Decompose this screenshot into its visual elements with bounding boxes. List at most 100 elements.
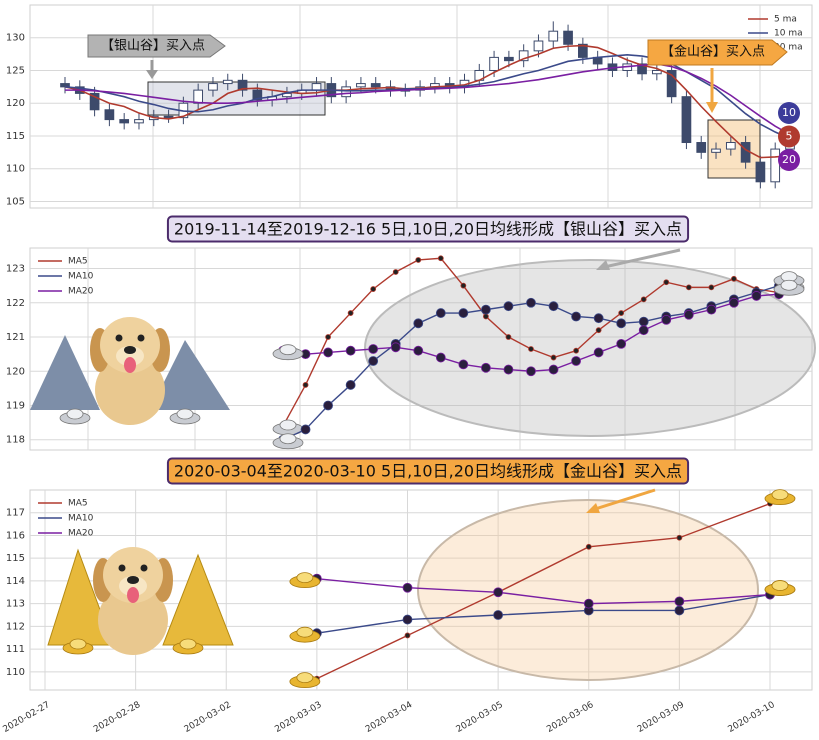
candle-body [341,86,351,98]
x-tick-label: 2020-03-10 [726,700,777,735]
candle-body [489,56,499,71]
ma-point [595,327,602,334]
candle-body [533,40,544,52]
ma-line [65,63,791,136]
ma-point [390,342,401,353]
panel-title: 2020-03-04至2020-03-10 5日,10日,20日均线形成【金山谷… [174,462,682,481]
legend-label: MA5 [68,499,88,509]
ma-point [347,310,354,316]
ma-point [528,346,534,352]
x-tick-label: 2020-03-05 [455,700,505,735]
x-tick-label: 2020-03-03 [273,700,323,735]
annotation-arrow-head [146,70,158,79]
ma-point [548,301,559,312]
candle-body [725,142,736,150]
ma-point [729,297,739,308]
ma-point [458,359,469,370]
y-tick-label: 115 [6,553,25,564]
candle-body [518,50,529,62]
x-tick-label: 2020-02-27 [1,700,51,735]
ma-point [731,275,737,282]
y-tick-label: 113 [6,599,25,610]
ma-badge-label: 20 [782,153,796,166]
dog-eye [137,334,145,342]
candle-body [696,142,707,153]
ma-point [402,582,413,593]
legend-label: MA10 [68,272,94,282]
ma-point [676,534,683,541]
ingot-top [279,419,297,431]
annotation: 【金山谷】买入点 [661,44,765,60]
pointer-arrow [591,488,656,512]
dog-nose [127,576,139,584]
ma-point [685,284,692,291]
ma-line [316,593,771,634]
y-tick-label: 119 [6,400,25,411]
candle-body [311,83,322,91]
dog-tongue [127,587,139,603]
dog-tongue [124,357,136,373]
candle-body [770,148,781,183]
ingot-top [279,433,297,445]
ma-point [616,318,627,329]
dog-muzzle [119,576,147,596]
ma-point [526,366,536,377]
candle-body [119,119,130,124]
ma-point [392,269,399,275]
y-tick-label: 114 [6,576,25,587]
candle-body [193,89,204,104]
ma-point [674,596,685,607]
y-tick-label: 110 [6,164,25,175]
ingot-top [771,489,789,501]
y-tick-label: 115 [6,131,25,142]
ma-line [316,577,771,605]
ma-point [583,598,594,609]
dog-body [95,355,165,425]
ma-point [370,286,377,292]
ma-point [325,334,331,340]
ma-point [571,311,581,322]
x-tick-label: 2020-03-02 [183,700,233,735]
highlight-ellipse [364,259,816,437]
candle-body [104,109,115,121]
ma-point [618,310,625,316]
ma-point [345,345,356,356]
ma-point [593,313,604,324]
ma-point [663,279,670,286]
dog-head [100,317,160,373]
dog-body [98,585,168,655]
ma-point [413,318,424,329]
ma-point [505,334,512,340]
annotation-box [87,34,226,58]
candle-body [740,142,751,163]
ma-badge-label: 10 [782,106,796,119]
ma-point [368,344,379,354]
ma-point [435,308,446,318]
y-tick-label: 120 [6,366,25,377]
dog-eye [115,334,123,342]
candle-body [504,56,514,62]
candle-body [651,69,662,75]
title-box [166,457,690,485]
y-tick-label: 125 [6,65,25,76]
y-tick-label: 130 [6,33,25,44]
ingot-top [179,638,197,650]
candle-body [666,69,677,98]
dog-muzzle [116,346,144,366]
ma-point [573,347,579,354]
ma-point [751,291,762,301]
ma-point [503,301,514,312]
legend-label: MA5 [68,257,88,267]
ma-point [413,345,424,356]
candle-body [637,63,647,75]
ma-point [683,309,694,320]
ma-point [404,632,411,639]
ma-badge-label: 5 [786,130,793,143]
ma-point [593,347,604,358]
ma-point [661,314,672,325]
y-tick-label: 111 [6,644,25,655]
ma-point [706,304,717,315]
y-tick-label: 118 [6,435,25,446]
candle-body [681,96,692,144]
